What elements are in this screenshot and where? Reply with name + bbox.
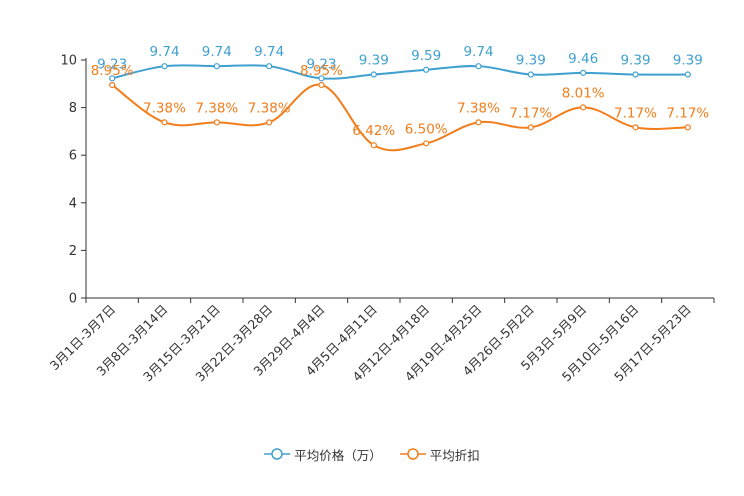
price-data-label: 9.23 xyxy=(97,56,127,72)
discount-point xyxy=(580,104,587,111)
price-data-label: 9.74 xyxy=(463,44,493,60)
price-data-label: 9.74 xyxy=(149,44,179,60)
price-point xyxy=(580,69,587,76)
price-point xyxy=(475,63,482,70)
y-tick-label: 2 xyxy=(69,244,77,259)
price-data-label: 9.46 xyxy=(568,51,598,67)
discount-data-label: 6.50% xyxy=(405,121,448,137)
y-tick-label: 0 xyxy=(69,292,77,307)
price-point xyxy=(213,63,220,70)
legend-item-price[interactable]: 平均价格（万） xyxy=(264,445,382,464)
price-data-label: 9.39 xyxy=(359,53,389,69)
legend-item-discount[interactable]: 平均折扣 xyxy=(399,445,480,464)
discount-point xyxy=(109,81,116,89)
discount-point xyxy=(475,119,482,126)
legend-discount-marker xyxy=(399,448,426,460)
price-data-label: 9.39 xyxy=(620,53,650,69)
price-data-label: 9.74 xyxy=(254,44,284,60)
price-series-line xyxy=(111,64,688,80)
legend-price-label: 平均价格（万） xyxy=(294,447,382,463)
y-tick-label: 8 xyxy=(69,101,77,116)
price-point xyxy=(423,66,430,73)
legend: 平均价格（万） 平均折扣 xyxy=(0,444,744,464)
discount-point xyxy=(423,140,430,147)
y-tick-label: 4 xyxy=(69,196,77,211)
discount-data-label: 7.38% xyxy=(143,100,186,116)
discount-data-label: 8.01% xyxy=(562,85,605,101)
discount-point xyxy=(370,142,377,149)
price-point xyxy=(161,63,168,70)
discount-data-label: 7.17% xyxy=(666,105,709,121)
price-point xyxy=(527,71,534,78)
price-point xyxy=(632,71,639,78)
price-point xyxy=(266,63,273,70)
discount-data-label: 7.38% xyxy=(457,100,500,116)
legend-price-marker xyxy=(264,448,291,460)
price-data-label: 9.39 xyxy=(516,53,546,69)
y-tick-label: 6 xyxy=(69,149,77,164)
discount-data-label: 7.38% xyxy=(195,100,238,116)
price-point xyxy=(109,75,116,82)
price-point xyxy=(318,75,325,82)
discount-data-label: 8.95% xyxy=(91,63,134,79)
discount-point xyxy=(318,81,325,89)
price-point xyxy=(684,71,691,78)
price-data-label: 9.39 xyxy=(673,53,703,69)
discount-point xyxy=(266,119,273,126)
discount-data-label: 8.95% xyxy=(300,63,343,79)
price-data-label: 9.23 xyxy=(306,56,336,72)
discount-data-label: 7.17% xyxy=(509,105,552,121)
discount-data-label: 6.42% xyxy=(352,123,395,139)
discount-point xyxy=(684,124,691,131)
price-data-label: 9.59 xyxy=(411,48,441,64)
price-point xyxy=(370,71,377,78)
y-tick-label: 10 xyxy=(60,54,77,69)
price-data-label: 9.74 xyxy=(202,44,232,60)
discount-point xyxy=(213,119,220,126)
discount-data-label: 7.17% xyxy=(614,105,657,121)
legend-discount-label: 平均折扣 xyxy=(429,447,480,463)
discount-point xyxy=(161,119,168,126)
discount-data-label: 7.38% xyxy=(248,100,291,116)
discount-point xyxy=(632,124,639,131)
discount-point xyxy=(527,124,534,131)
